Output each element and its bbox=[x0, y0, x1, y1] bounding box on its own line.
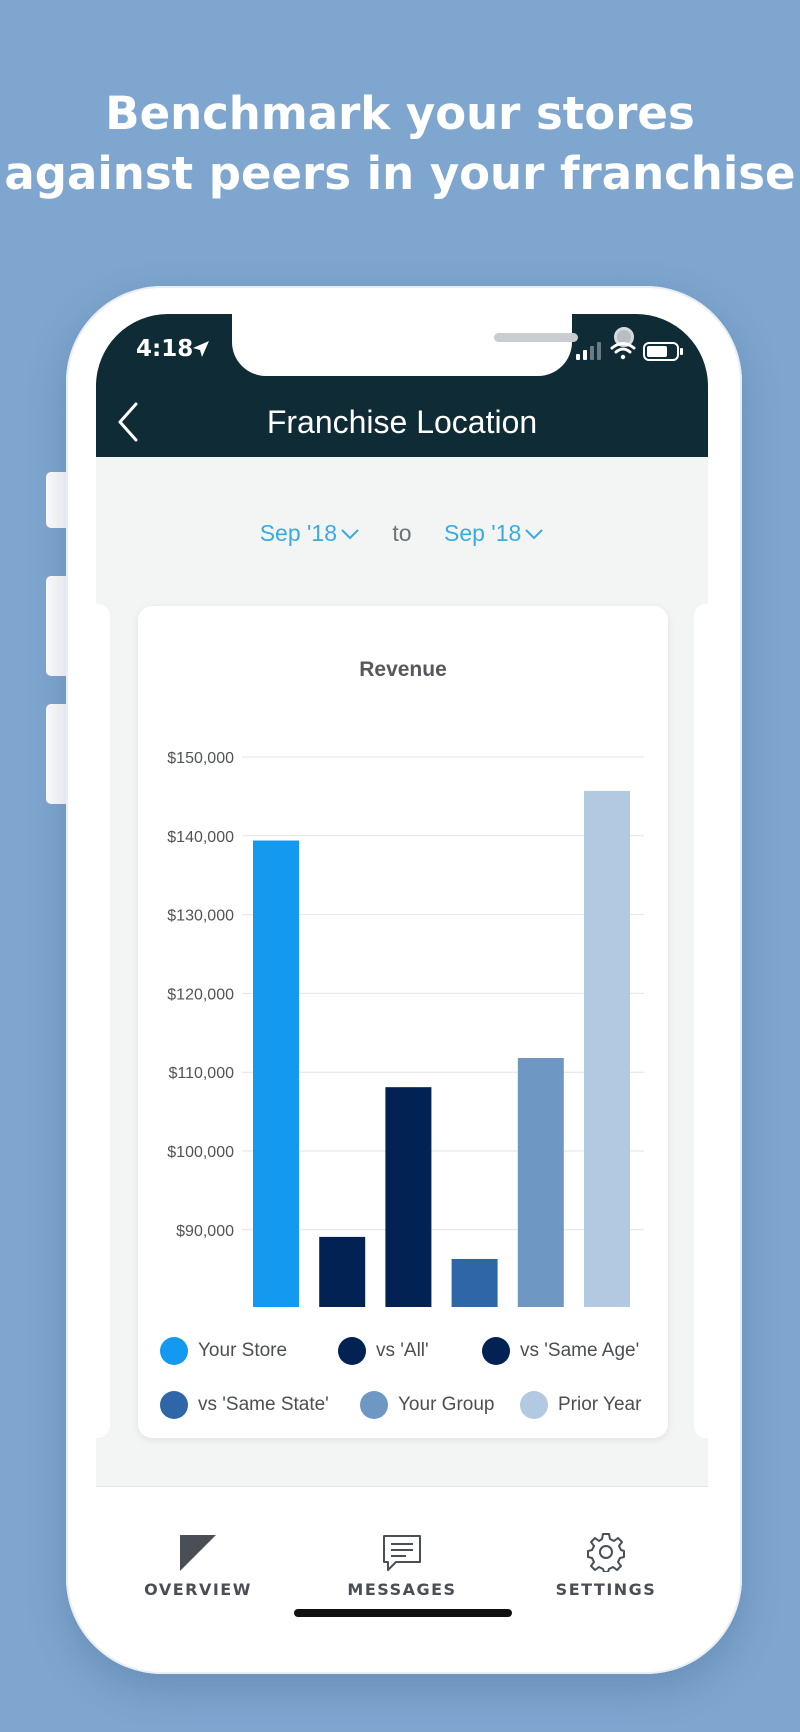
start-date-label: Sep '18 bbox=[259, 520, 338, 546]
legend-item: vs 'All' bbox=[338, 1337, 429, 1365]
chart-title: Revenue bbox=[359, 658, 447, 681]
tab-settings[interactable]: SETTINGS bbox=[504, 1487, 708, 1599]
legend-item: vs 'Same Age' bbox=[482, 1337, 639, 1365]
legend-swatch bbox=[520, 1391, 548, 1419]
notch bbox=[232, 314, 634, 376]
tab-bar: OVERVIEW MESSAGES bbox=[96, 1486, 708, 1644]
y-tick-label: $90,000 bbox=[176, 1223, 234, 1240]
tab-messages-label: MESSAGES bbox=[347, 1580, 457, 1599]
date-range: Sep '18 to Sep '18 bbox=[96, 520, 708, 547]
phone-screen: 4:18 bbox=[96, 314, 708, 1644]
revenue-chart: Revenue $90,000 $100,000 $110,000 $120,000 $1… bbox=[167, 658, 644, 1307]
legend-label: vs 'Same State' bbox=[198, 1394, 329, 1415]
end-date-label: Sep '18 bbox=[443, 520, 522, 546]
overview-triangle-icon bbox=[180, 1535, 216, 1571]
cellular-signal-icon bbox=[576, 342, 601, 360]
battery-icon bbox=[643, 342, 683, 361]
speaker bbox=[494, 333, 578, 342]
legend-label: Your Store bbox=[198, 1340, 288, 1361]
next-card-peek[interactable] bbox=[694, 604, 708, 1438]
revenue-chart-card: Revenue $90,000 $100,000 $110,000 $120,000 $1… bbox=[138, 606, 668, 1438]
page-title: Franchise Location bbox=[266, 404, 538, 440]
legend-item: Your Group bbox=[360, 1391, 494, 1419]
bar-your-group bbox=[517, 1058, 564, 1307]
headline: Benchmark your stores against peers in y… bbox=[0, 84, 800, 204]
y-tick-label: $110,000 bbox=[168, 1065, 234, 1082]
status-time: 4:18 bbox=[136, 336, 194, 362]
legend-item: Your Store bbox=[160, 1337, 287, 1365]
wifi-icon bbox=[610, 342, 636, 360]
bar-your-store bbox=[253, 840, 299, 1307]
home-indicator bbox=[294, 1609, 512, 1617]
front-camera bbox=[614, 327, 634, 347]
gear-icon bbox=[587, 1533, 625, 1572]
legend-label: Your Group bbox=[398, 1394, 495, 1415]
legend-swatch bbox=[160, 1337, 188, 1365]
bar-vs-same-age bbox=[385, 1087, 432, 1307]
y-tick-label: $130,000 bbox=[167, 908, 234, 925]
legend-swatch bbox=[482, 1337, 510, 1365]
chevron-down-icon bbox=[525, 528, 543, 539]
y-tick-label: $140,000 bbox=[167, 829, 234, 846]
chevron-down-icon bbox=[341, 528, 359, 539]
chevron-left-icon bbox=[118, 402, 138, 442]
previous-card-peek[interactable] bbox=[96, 604, 110, 1438]
tab-settings-label: SETTINGS bbox=[555, 1580, 657, 1599]
start-date-select[interactable]: Sep '18 bbox=[260, 520, 360, 547]
y-tick-label: $150,000 bbox=[167, 750, 234, 767]
legend-item: vs 'Same State' bbox=[160, 1391, 329, 1419]
legend-swatch bbox=[338, 1337, 366, 1365]
headline-line-1: Benchmark your stores bbox=[105, 87, 695, 140]
location-arrow-icon bbox=[193, 341, 209, 357]
y-tick-label: $100,000 bbox=[167, 1144, 234, 1161]
bar-prior-year bbox=[584, 790, 630, 1307]
legend-label: Prior Year bbox=[558, 1394, 642, 1415]
legend-label: vs 'Same Age' bbox=[520, 1340, 640, 1361]
headline-line-2: against peers in your franchise bbox=[4, 147, 796, 200]
bar-vs-all bbox=[319, 1236, 366, 1307]
legend-swatch bbox=[360, 1391, 388, 1419]
status-icons bbox=[576, 340, 696, 367]
legend-label: vs 'All' bbox=[376, 1340, 429, 1361]
date-range-separator: to bbox=[392, 520, 412, 546]
tab-overview[interactable]: OVERVIEW bbox=[96, 1487, 300, 1599]
back-button[interactable] bbox=[114, 400, 144, 444]
tab-messages[interactable]: MESSAGES bbox=[300, 1487, 504, 1599]
end-date-select[interactable]: Sep '18 bbox=[444, 520, 544, 547]
bar-vs-same-state bbox=[451, 1258, 498, 1307]
legend-item: Prior Year bbox=[520, 1391, 641, 1419]
y-tick-label: $120,000 bbox=[167, 986, 234, 1003]
nav-bar: 4:18 bbox=[96, 314, 708, 457]
tab-overview-label: OVERVIEW bbox=[144, 1580, 252, 1599]
legend-swatch bbox=[160, 1391, 188, 1419]
message-icon bbox=[383, 1535, 421, 1571]
